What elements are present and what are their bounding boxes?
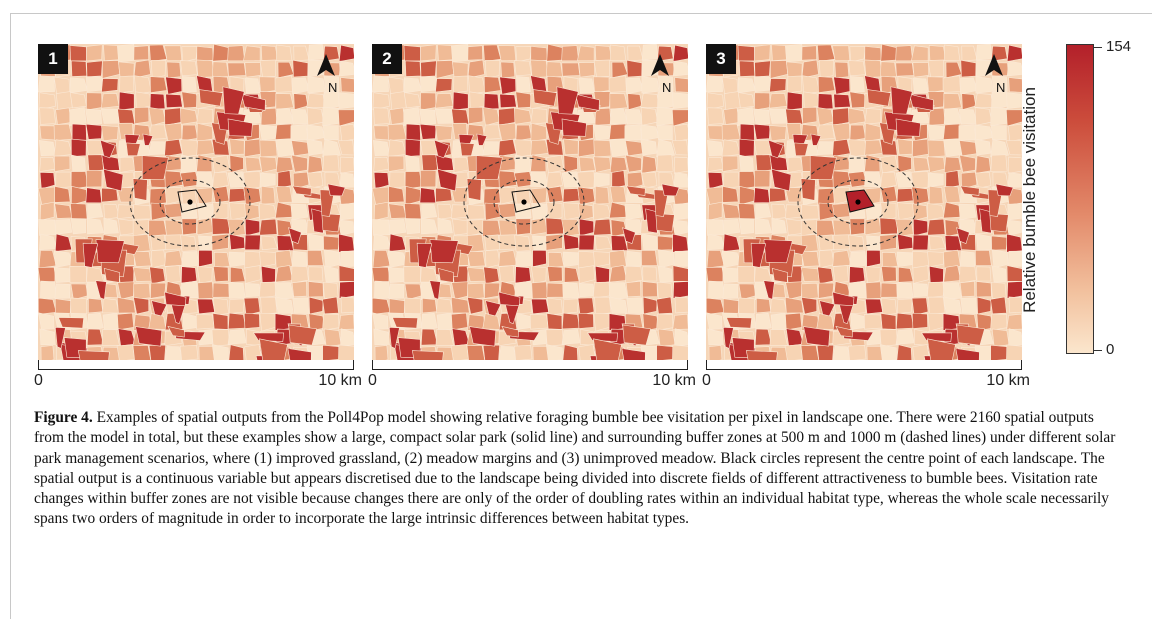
buffer-zone [463, 157, 585, 247]
scale-start-label-2: 0 [368, 372, 377, 389]
north-arrow-icon [985, 54, 1003, 76]
centre-point [521, 199, 527, 205]
colorbar [1066, 44, 1094, 354]
solar-park-outline [511, 189, 541, 213]
buffer-zone [493, 179, 555, 225]
colorbar-max-label: 154 [1106, 38, 1132, 55]
north-label: N [996, 80, 1005, 95]
scale-start-label-3: 0 [702, 372, 711, 389]
scale-end-label-3: 10 km [986, 372, 1030, 389]
landscape-map-1: N [38, 44, 354, 360]
panel-label-2: 2 [372, 44, 402, 74]
north-label: N [662, 80, 671, 95]
colorbar-title-text: Relative bumble bee visitation [1020, 87, 1039, 313]
scale-bar-2: 0 10 km [368, 360, 696, 390]
figure-caption-label: Figure 4. [34, 409, 93, 426]
map-panel-3: N 3 [706, 44, 1022, 360]
north-arrow-icon [651, 54, 669, 76]
map-panel-1: N 1 [38, 44, 354, 360]
scale-start-label-1: 0 [34, 372, 43, 389]
north-arrow-icon [317, 54, 335, 76]
buffer-zone [129, 157, 251, 247]
centre-point [187, 199, 193, 205]
buffer-zone [159, 179, 221, 225]
colorbar-tick-min [1094, 350, 1102, 351]
figure-caption-text: Examples of spatial outputs from the Pol… [34, 409, 1116, 528]
scale-bar-3: 0 10 km [702, 360, 1030, 390]
buffer-zone [827, 179, 889, 225]
scale-end-label-1: 10 km [318, 372, 362, 389]
scale-bar-1: 0 10 km [34, 360, 362, 390]
scale-end-label-2: 10 km [652, 372, 696, 389]
panel-label-3: 3 [706, 44, 736, 74]
buffer-zone [797, 157, 919, 247]
panel-label-1: 1 [38, 44, 68, 74]
frame-top-border [10, 13, 1152, 14]
map-panel-2: N 2 [372, 44, 688, 360]
landscape-map-2: N [372, 44, 688, 360]
figure-caption: Figure 4. Examples of spatial outputs fr… [34, 408, 1119, 530]
centre-point [855, 199, 861, 205]
north-label: N [328, 80, 337, 95]
colorbar-min-label: 0 [1106, 341, 1115, 358]
landscape-map-3: N [706, 44, 1022, 360]
colorbar-tick-max [1094, 47, 1102, 48]
frame-left-border [10, 13, 11, 619]
solar-park-outline [177, 189, 207, 213]
